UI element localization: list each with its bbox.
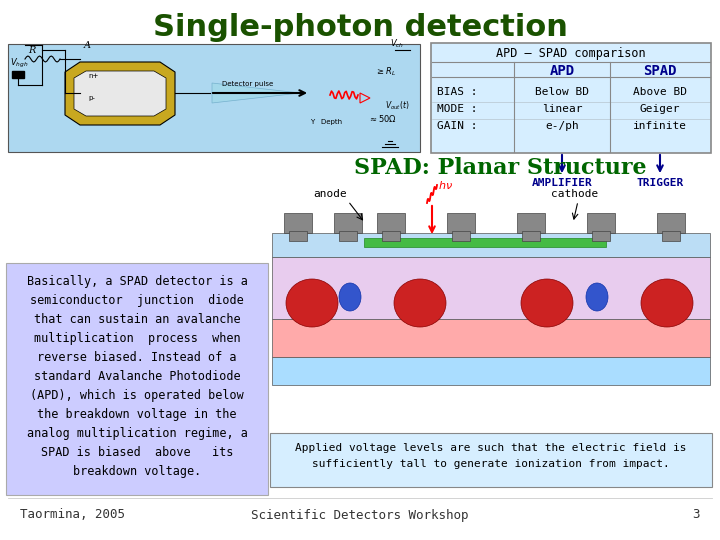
Text: n+: n+ (88, 73, 99, 79)
Text: Above BD: Above BD (633, 87, 687, 97)
Text: MODE :: MODE : (437, 104, 477, 114)
Text: R: R (28, 46, 35, 55)
Bar (657, 213, 685, 233)
Bar (272, 319, 710, 357)
Text: analog multiplication regime, a: analog multiplication regime, a (27, 427, 248, 440)
Bar (447, 213, 475, 233)
Text: SPAD: SPAD (643, 64, 677, 78)
Text: the breakdown voltage in the: the breakdown voltage in the (37, 408, 237, 421)
Text: APD: APD (549, 64, 575, 78)
Bar (522, 231, 540, 241)
Text: APD – SPAD comparison: APD – SPAD comparison (496, 46, 646, 59)
Text: cathode: cathode (552, 189, 598, 199)
Bar (517, 213, 545, 233)
Text: linear: linear (541, 104, 582, 114)
Text: multiplication  process  when: multiplication process when (34, 332, 240, 345)
Bar (662, 231, 680, 241)
Bar (272, 233, 710, 257)
Ellipse shape (521, 279, 573, 327)
Text: standard Avalanche Photodiode: standard Avalanche Photodiode (34, 370, 240, 383)
FancyBboxPatch shape (6, 263, 268, 495)
Bar (334, 213, 362, 233)
Text: BIAS :: BIAS : (437, 87, 477, 97)
FancyBboxPatch shape (270, 433, 712, 487)
Text: GAIN :: GAIN : (437, 121, 477, 131)
Text: $V_{out}(t)$: $V_{out}(t)$ (385, 99, 410, 111)
Text: Applied voltage levels are such that the electric field is: Applied voltage levels are such that the… (295, 443, 687, 453)
Polygon shape (65, 62, 175, 125)
Text: (APD), which is operated below: (APD), which is operated below (30, 389, 244, 402)
Bar (289, 231, 307, 241)
Polygon shape (74, 71, 166, 116)
Text: Detector pulse: Detector pulse (222, 81, 274, 87)
Text: $V_{ch}$: $V_{ch}$ (390, 38, 405, 51)
Bar (272, 357, 710, 385)
Bar (284, 213, 312, 233)
Text: A: A (84, 41, 91, 50)
Bar (364, 238, 606, 247)
Bar (452, 231, 470, 241)
Text: $\approx 50\Omega$: $\approx 50\Omega$ (368, 113, 397, 124)
Text: Y   Depth: Y Depth (310, 119, 342, 125)
Text: sufficiently tall to generate ionization from impact.: sufficiently tall to generate ionization… (312, 459, 670, 469)
Ellipse shape (394, 279, 446, 327)
Bar (382, 231, 400, 241)
Bar (12, 71, 24, 78)
Text: $h\nu$: $h\nu$ (438, 179, 453, 191)
Bar (377, 213, 405, 233)
Text: Taormina, 2005: Taormina, 2005 (20, 509, 125, 522)
FancyBboxPatch shape (8, 44, 420, 152)
Text: $V_{hgh}$: $V_{hgh}$ (10, 57, 29, 71)
Bar (592, 231, 610, 241)
Text: 3: 3 (693, 509, 700, 522)
Ellipse shape (339, 283, 361, 311)
Bar (339, 231, 357, 241)
Text: infinite: infinite (633, 121, 687, 131)
Text: Basically, a SPAD detector is a: Basically, a SPAD detector is a (27, 275, 248, 288)
Ellipse shape (286, 279, 338, 327)
Text: semiconductor  junction  diode: semiconductor junction diode (30, 294, 244, 307)
Text: p-: p- (88, 95, 95, 101)
Text: SPAD: Planar Structure: SPAD: Planar Structure (354, 157, 647, 179)
Text: reverse biased. Instead of a: reverse biased. Instead of a (37, 351, 237, 364)
Bar (272, 257, 710, 319)
Text: that can sustain an avalanche: that can sustain an avalanche (34, 313, 240, 326)
Text: SPAD is biased  above   its: SPAD is biased above its (41, 446, 233, 459)
Text: breakdown voltage.: breakdown voltage. (73, 465, 201, 478)
Text: $\geq R_L$: $\geq R_L$ (375, 65, 396, 78)
Text: e-/ph: e-/ph (545, 121, 579, 131)
Ellipse shape (641, 279, 693, 327)
Text: anode: anode (313, 189, 347, 199)
Text: AMPLIFIER: AMPLIFIER (531, 178, 593, 188)
Text: Geiger: Geiger (640, 104, 680, 114)
FancyBboxPatch shape (431, 43, 711, 153)
Ellipse shape (586, 283, 608, 311)
Text: Scientific Detectors Workshop: Scientific Detectors Workshop (251, 509, 469, 522)
Text: Single-photon detection: Single-photon detection (153, 12, 567, 42)
Polygon shape (212, 83, 300, 103)
Text: Below BD: Below BD (535, 87, 589, 97)
Text: TRIGGER: TRIGGER (636, 178, 683, 188)
Bar (587, 213, 615, 233)
